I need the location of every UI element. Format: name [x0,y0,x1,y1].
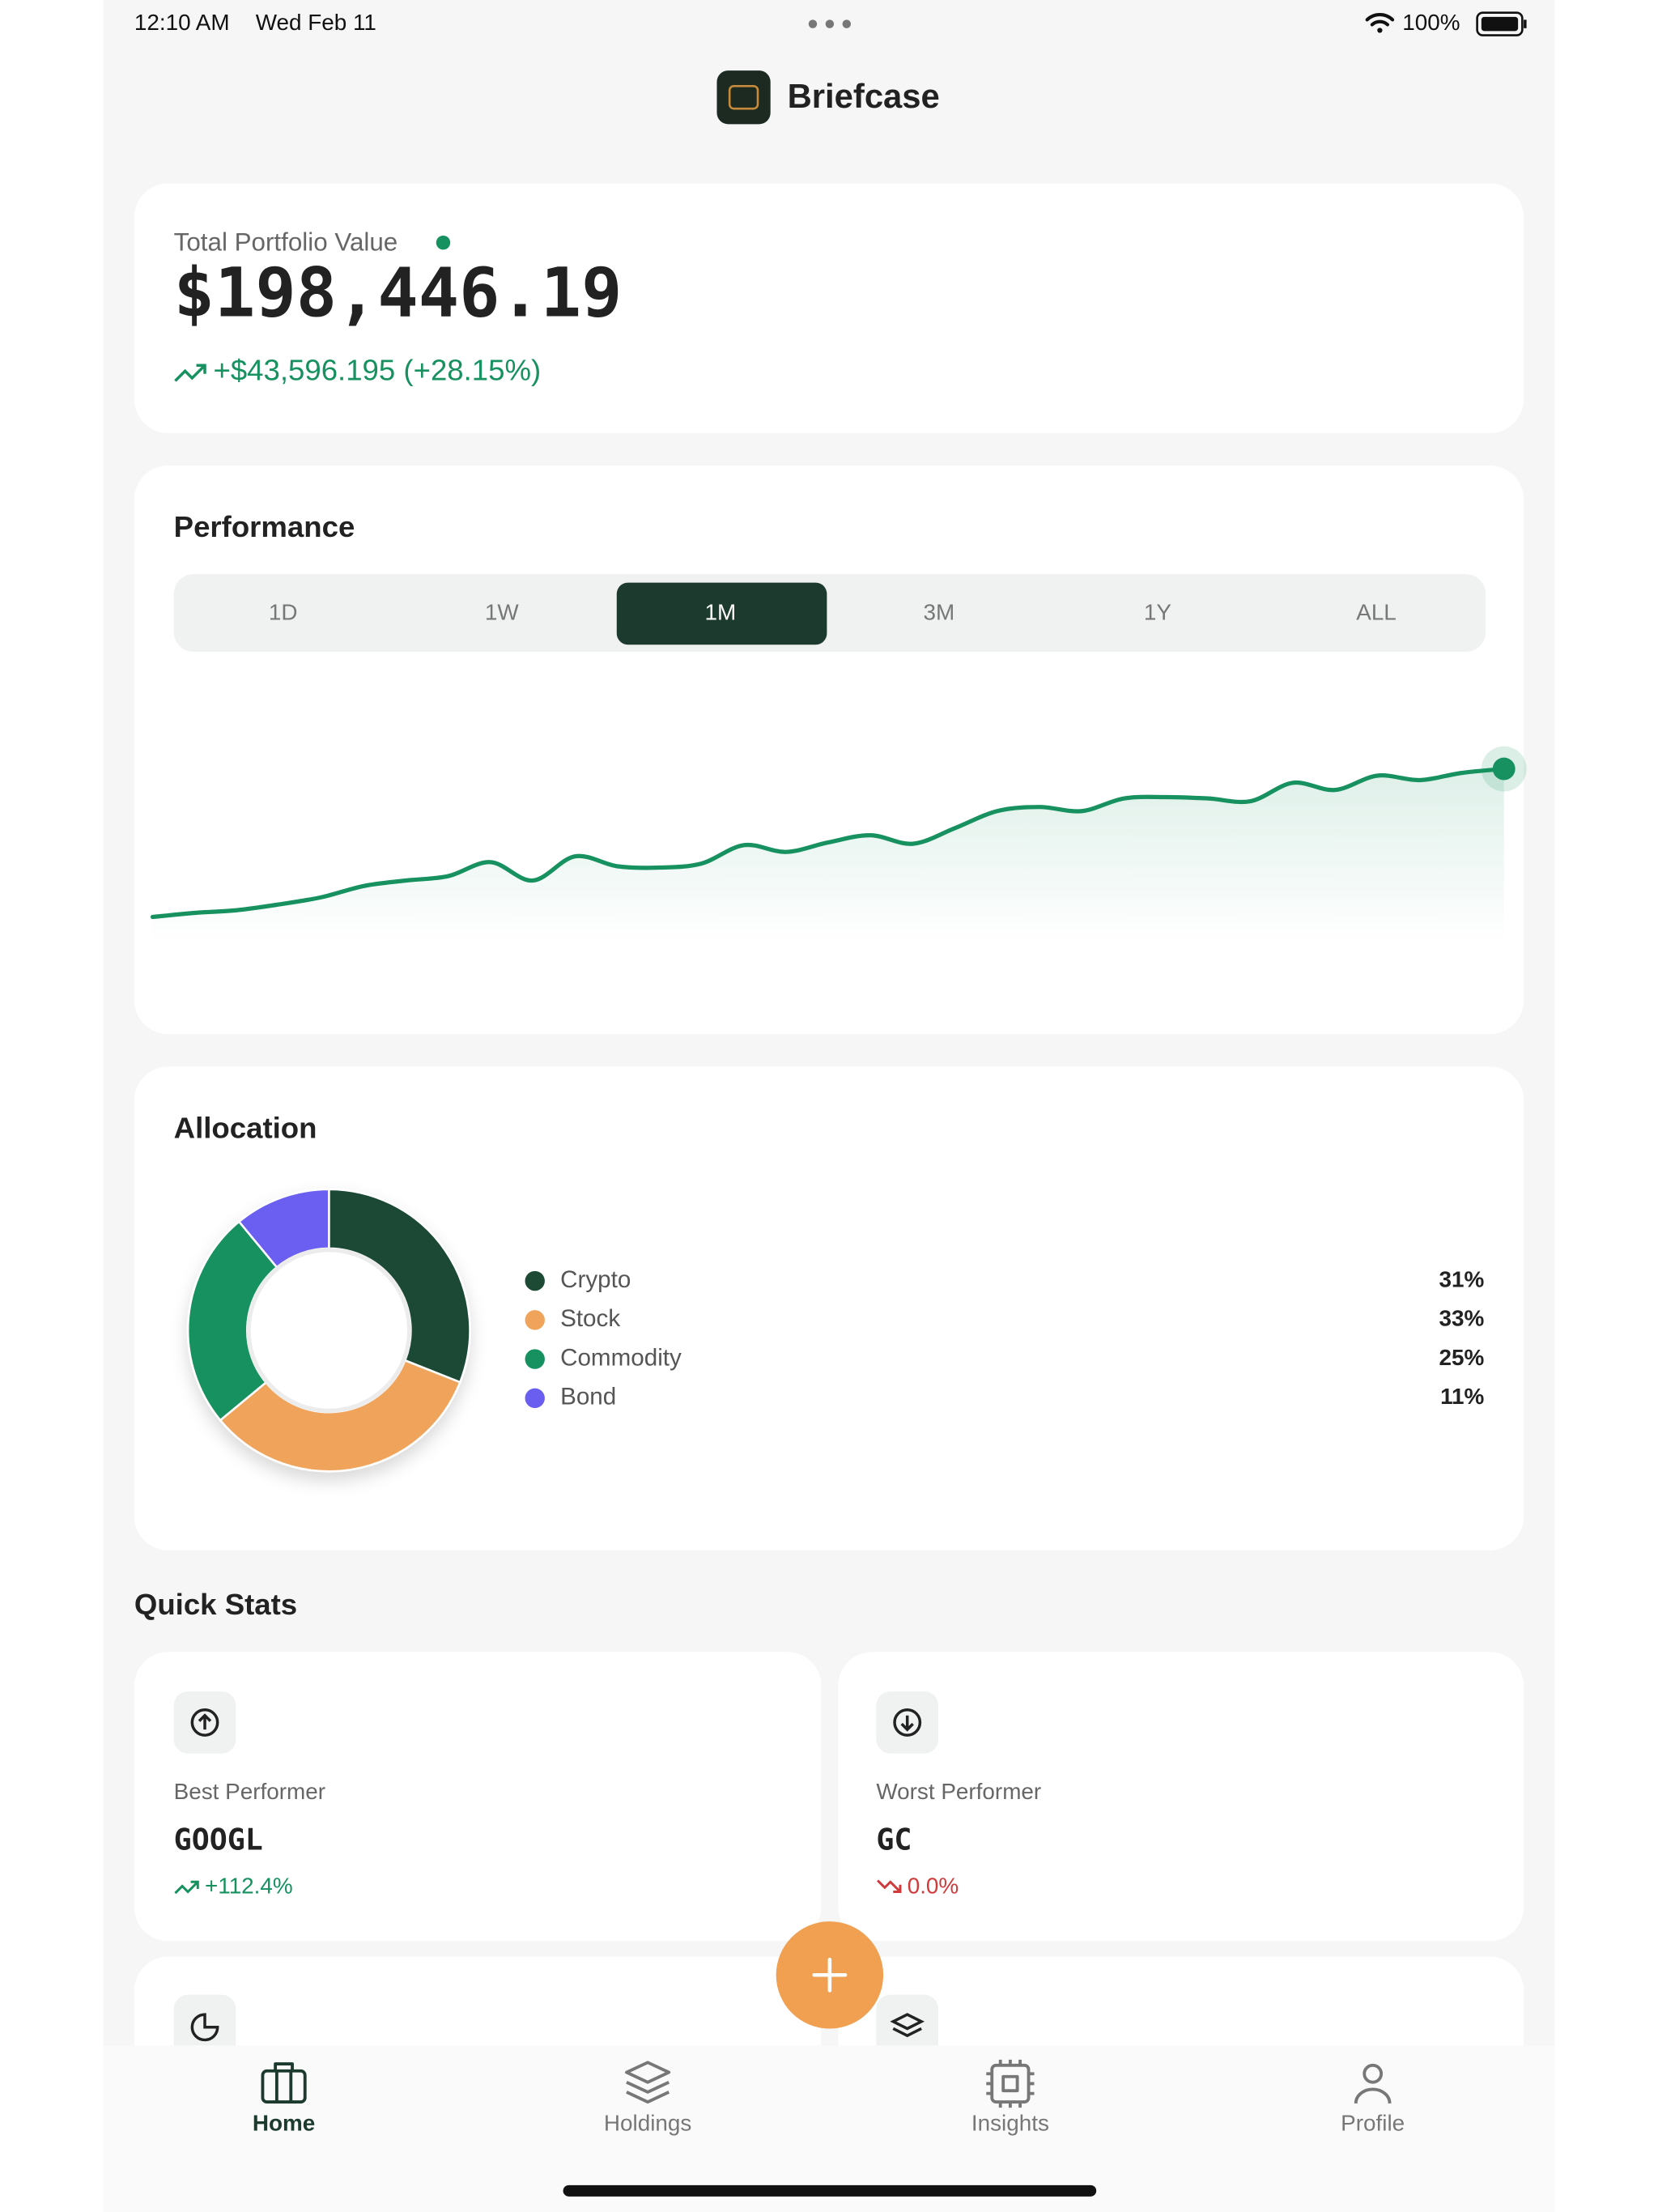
holdings-icon [625,2061,671,2104]
end-point [1492,757,1516,781]
legend-percent: 33% [1439,1306,1485,1331]
quick-stats-title: Quick Stats [134,1588,297,1621]
trend-up-icon [174,1880,199,1895]
legend-dot [525,1349,545,1369]
tab-label[interactable]: ALL [1356,599,1397,624]
legend-dot [525,1388,545,1409]
nav-label[interactable]: Profile [1341,2110,1405,2135]
stat-symbol: GC [876,1822,912,1857]
home-icon [261,2062,307,2104]
portfolio-card [134,183,1524,433]
legend-name: Commodity [560,1344,682,1371]
portfolio-label: Total Portfolio Value [174,228,398,257]
trend-down-icon [877,1879,902,1893]
app-title: Briefcase [788,77,940,115]
tab-label[interactable]: 1Y [1144,599,1171,624]
app-logo [716,70,771,125]
performance-area [152,768,1504,942]
performance-title: Performance [174,510,355,543]
tab-bar [173,574,1486,652]
stat-label: Best Performer [174,1779,325,1804]
performance-card [134,465,1524,1035]
tab-label[interactable]: 3M [924,599,955,624]
portfolio-value: $198,446.19 [174,253,623,333]
donut-hole [246,1248,412,1413]
tab-label[interactable]: 1M [704,599,736,624]
allocation-title: Allocation [174,1111,317,1144]
wifi-icon [1365,13,1395,33]
nav-label[interactable]: Insights [971,2110,1049,2135]
legend-name: Bond [560,1384,616,1410]
legend-name: Stock [560,1305,620,1332]
add-button[interactable] [776,1921,884,2029]
stat-card [838,1956,1524,2046]
stat-symbol: GOOGL [174,1822,263,1857]
stat-change: +112.4% [205,1874,293,1899]
tab-label[interactable]: 1D [269,599,298,624]
legend-percent: 11% [1440,1384,1484,1409]
profile-icon [1354,2063,1392,2104]
legend-dot [525,1270,545,1291]
legend-percent: 25% [1439,1345,1485,1370]
nav-label[interactable]: Home [253,2110,315,2135]
layers-icon [890,2013,925,2038]
stat-card [134,1956,822,2046]
performance-line [150,766,1507,920]
legend-dot [525,1310,545,1330]
stat-card [134,1652,822,1942]
icon-box [876,1994,939,2046]
nav-label[interactable]: Holdings [604,2110,691,2135]
tab-bar-background [103,2045,1555,2212]
legend-percent: 31% [1439,1266,1485,1291]
status-time: 12:10 AM [134,10,230,35]
stat-change: 0.0% [908,1874,959,1899]
tab-selected[interactable] [616,582,827,645]
multitask-dots [808,19,852,28]
arrow-up-icon [190,1708,219,1737]
portfolio-change: +$43,596.195 (+28.15%) [213,354,541,387]
legend-name: Crypto [560,1266,631,1293]
live-dot [436,235,451,250]
home-indicator [563,2184,1097,2197]
tab-label[interactable]: 1W [485,599,519,624]
insights-icon [986,2059,1035,2108]
status-battery: 100% [1402,10,1460,35]
battery-icon [1476,11,1527,36]
trend-up-icon [174,364,206,382]
status-date: Wed Feb 11 [256,10,376,35]
stat-label: Worst Performer [876,1779,1041,1804]
arrow-down-icon [893,1708,922,1737]
stat-card [838,1652,1524,1942]
pie-icon [190,2013,219,2042]
plus-icon [812,1957,848,1993]
allocation-card [134,1066,1524,1551]
